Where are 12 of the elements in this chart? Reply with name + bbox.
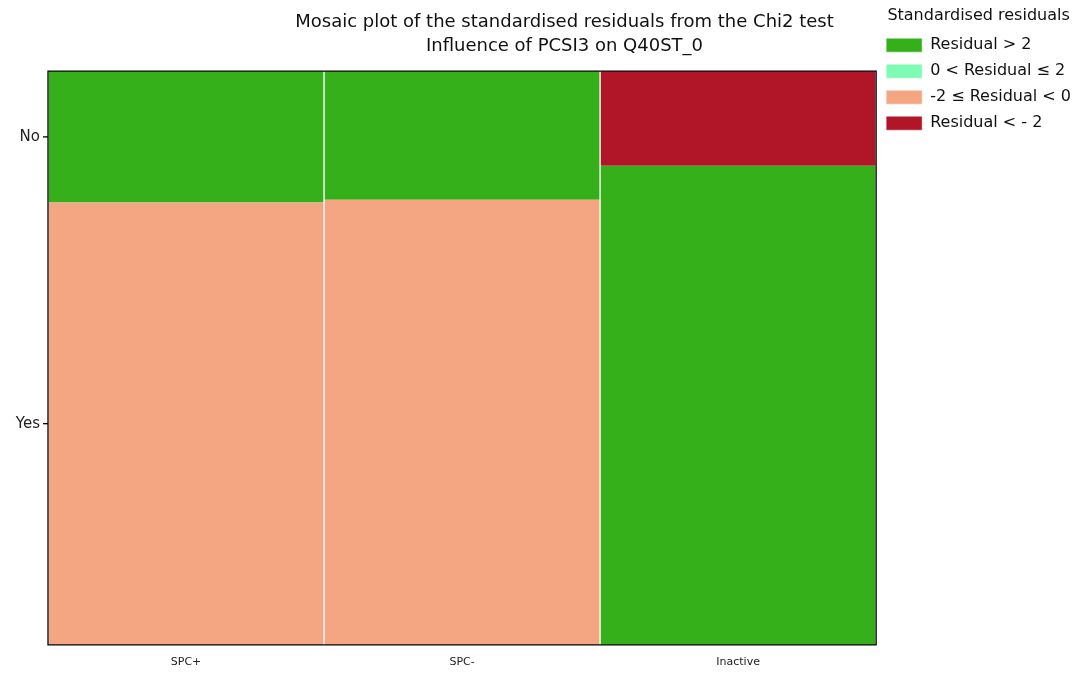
legend-label: Residual < - 2 (930, 112, 1043, 132)
legend-label: Residual > 2 (930, 34, 1032, 54)
series-label: No (19, 126, 40, 145)
series-label: Yes (14, 413, 41, 432)
x-tick-label: SPC+ (170, 655, 202, 669)
legend-label: 0 < Residual ≤ 2 (930, 60, 1066, 80)
chart-subtitle: Influence of PCSI3 on Q40ST_0 (425, 34, 704, 57)
chart-title: Mosaic plot of the standardised residuals from the Chi2 test (295, 10, 834, 32)
x-tick-label: SPC- (449, 655, 475, 669)
legend-label: -2 ≤ Residual < 0 (930, 86, 1071, 106)
x-tick-label: Inactive (716, 655, 761, 669)
legend-title: Standardised residuals (887, 5, 1070, 25)
